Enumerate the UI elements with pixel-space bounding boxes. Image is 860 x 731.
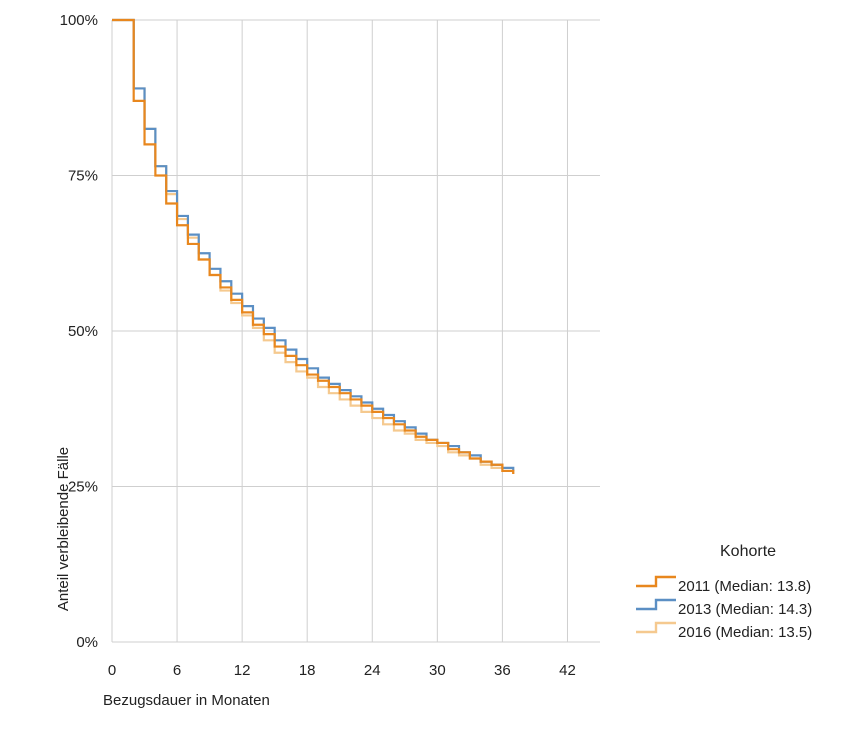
series-lines: [112, 18, 515, 475]
series-line-2: [112, 18, 515, 475]
y-tick-label: 75%: [68, 168, 98, 185]
series-line-1: [112, 18, 515, 471]
y-tick-label: 0%: [76, 634, 98, 651]
x-tick-label: 6: [173, 662, 181, 679]
x-tick-label: 0: [108, 662, 116, 679]
y-axis-title: Anteil verbleibende Fälle: [55, 447, 72, 611]
y-tick-label: 100%: [60, 12, 98, 29]
y-tick-label: 25%: [68, 479, 98, 496]
x-tick-label: 30: [429, 662, 446, 679]
x-axis-ticks: 0 6 12 18 24 30 36 42: [108, 662, 576, 679]
legend: Kohorte 2011 (Median: 13.8) 2013 (Median:…: [636, 543, 812, 641]
legend-swatch: [636, 621, 676, 634]
legend-label: 2013 (Median: 14.3): [678, 601, 812, 618]
x-tick-label: 12: [234, 662, 251, 679]
x-tick-label: 24: [364, 662, 381, 679]
x-axis-title: Bezugsdauer in Monaten: [103, 692, 270, 709]
legend-swatch: [636, 598, 676, 611]
series-line-0: [112, 18, 515, 475]
grid-lines: [111, 19, 600, 643]
x-tick-label: 42: [559, 662, 576, 679]
x-tick-label: 36: [494, 662, 511, 679]
legend-label: 2011 (Median: 13.8): [678, 578, 811, 595]
y-axis-ticks: 0% 25% 50% 75% 100%: [60, 12, 98, 651]
x-tick-label: 18: [299, 662, 316, 679]
y-tick-label: 50%: [68, 323, 98, 340]
legend-label: 2016 (Median: 13.5): [678, 624, 812, 641]
legend-swatch: [636, 575, 676, 588]
legend-title: Kohorte: [720, 543, 776, 560]
